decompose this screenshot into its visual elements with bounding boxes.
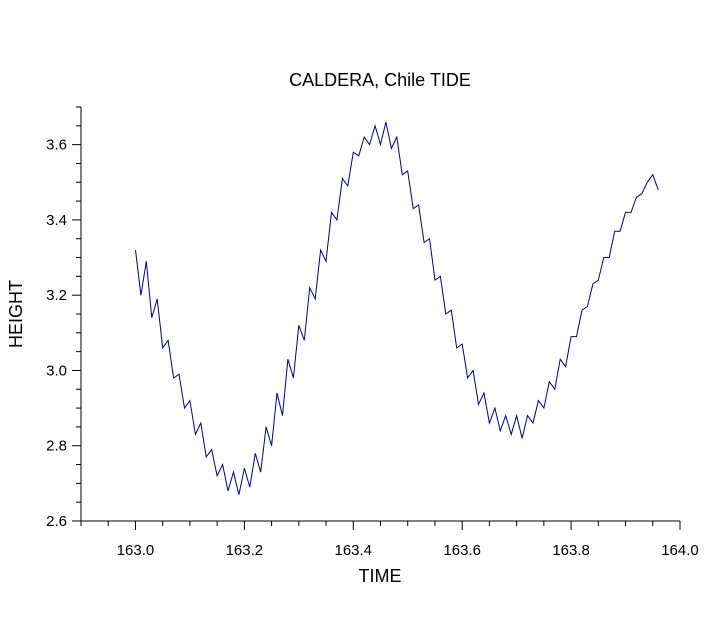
y-tick-label: 3.2 <box>46 287 67 304</box>
x-tick-label: 163.4 <box>334 542 372 559</box>
chart-title: CALDERA, Chile TIDE <box>289 70 471 90</box>
tide-series-line <box>135 121 659 495</box>
y-tick-label: 2.6 <box>46 513 67 530</box>
x-tick-label: 163.0 <box>117 542 155 559</box>
x-tick-label: 163.2 <box>226 542 264 559</box>
y-axis-ticks: 2.6 2.8 3.0 3.2 3.4 3.6 <box>46 106 81 530</box>
y-tick-label: 3.0 <box>46 362 67 379</box>
x-axis-label: TIME <box>359 566 402 586</box>
x-tick-label: 163.6 <box>443 542 481 559</box>
axes <box>80 107 680 522</box>
y-tick-label: 3.6 <box>46 137 67 154</box>
y-tick-label: 3.4 <box>46 212 67 229</box>
y-axis-label: HEIGHT <box>6 280 26 348</box>
x-tick-label: 163.8 <box>552 542 590 559</box>
x-axis-ticks: 163.0 163.2 163.4 163.6 163.8 164.0 <box>80 521 699 559</box>
x-tick-label: 164.0 <box>661 542 699 559</box>
y-tick-label: 2.8 <box>46 438 67 455</box>
